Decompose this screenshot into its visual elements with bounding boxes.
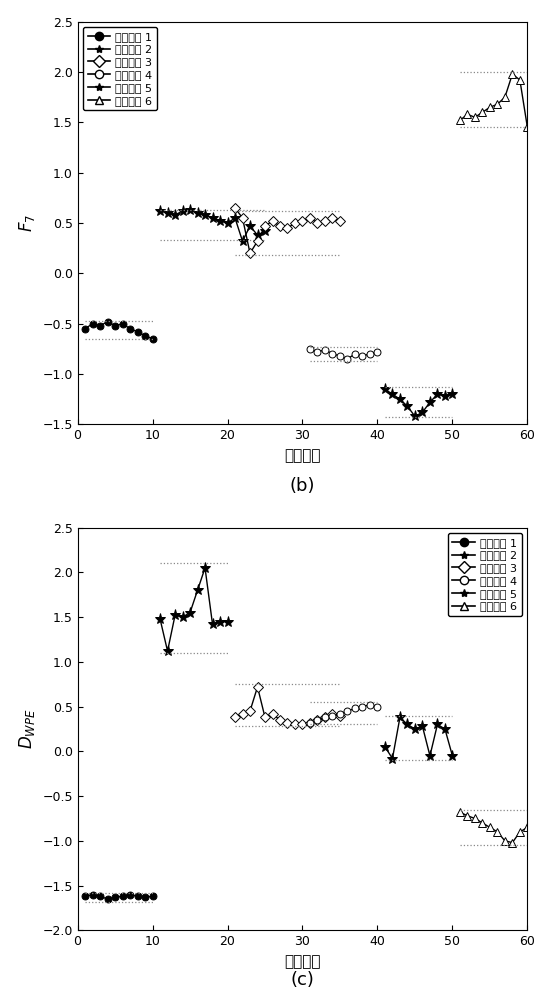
X-axis label: 样本序号: 样本序号 bbox=[284, 448, 321, 463]
Text: (c): (c) bbox=[290, 971, 315, 989]
Text: (b): (b) bbox=[290, 477, 315, 495]
Y-axis label: $D_{WPE}$: $D_{WPE}$ bbox=[17, 709, 36, 749]
Legend: 装配状态 1, 装配状态 2, 装配状态 3, 装配状态 4, 装配状态 5, 装配状态 6: 装配状态 1, 装配状态 2, 装配状态 3, 装配状态 4, 装配状态 5, … bbox=[83, 27, 157, 110]
Y-axis label: $F_7$: $F_7$ bbox=[17, 214, 36, 232]
X-axis label: 样本序号: 样本序号 bbox=[284, 954, 321, 969]
Legend: 装配状态 1, 装配状态 2, 装配状态 3, 装配状态 4, 装配状态 5, 装配状态 6: 装配状态 1, 装配状态 2, 装配状态 3, 装配状态 4, 装配状态 5, … bbox=[448, 533, 522, 616]
